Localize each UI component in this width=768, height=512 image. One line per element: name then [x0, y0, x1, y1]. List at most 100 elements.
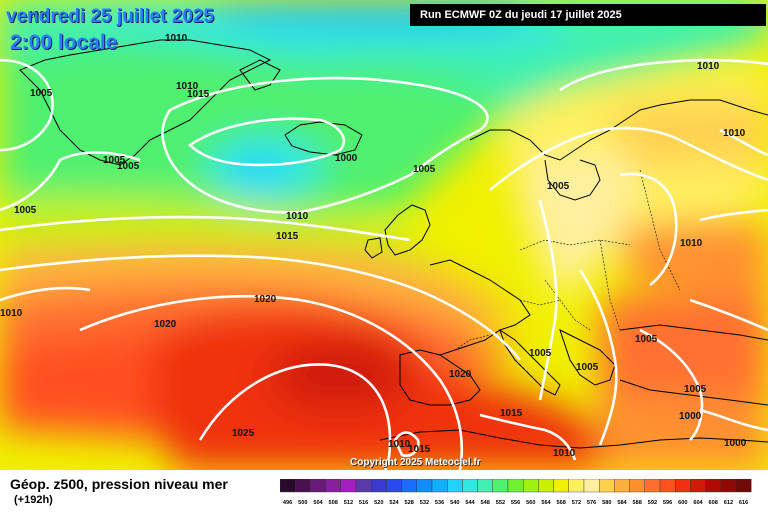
- legend-value-label: 584: [617, 500, 627, 506]
- isobar-label: 1005: [529, 348, 552, 359]
- isobars: [0, 58, 768, 470]
- legend-swatch: [675, 479, 691, 493]
- isobar-label: 1015: [500, 408, 523, 419]
- isobar-label: 1010: [176, 81, 199, 92]
- legend-value-label: 556: [511, 500, 520, 506]
- legend-value-label: 536: [435, 500, 444, 506]
- legend-value-label: 576: [587, 500, 596, 506]
- isobar-label: 1005: [14, 205, 37, 216]
- legend-value-label: 596: [663, 500, 672, 506]
- isobar-label: 1005: [547, 181, 570, 192]
- weather-map: 1010 1010 1005 1015 1010 1005 1005 1000 …: [0, 0, 768, 470]
- legend-swatch: [568, 479, 585, 493]
- legend-swatch: [492, 479, 509, 493]
- legend-swatch: [659, 479, 676, 493]
- legend-value-label: 592: [648, 500, 657, 506]
- isobar-label: 1020: [154, 319, 177, 330]
- isobar-label: 1005: [576, 362, 599, 373]
- legend-swatch: [720, 479, 737, 493]
- isobar-label: 1025: [232, 428, 255, 439]
- isobar-label: 1000: [335, 153, 358, 164]
- legend-value-label: 572: [572, 500, 581, 506]
- legend-value-label: 496: [283, 500, 292, 506]
- isobar-label: 1010: [553, 448, 576, 459]
- legend-value-label: 564: [541, 500, 551, 506]
- legend-swatch: [310, 479, 326, 493]
- legend-value-label: 604: [693, 500, 703, 506]
- isobar-label: 1005: [117, 161, 140, 172]
- forecast-date: vendredi 25 juillet 2025: [6, 6, 215, 27]
- legend-swatch: [431, 479, 448, 493]
- legend-swatch: [690, 479, 706, 493]
- legend-swatch: [416, 479, 433, 493]
- legend-value-label: 528: [405, 500, 414, 506]
- legend-value-label: 568: [557, 500, 566, 506]
- legend-swatch: [340, 479, 357, 493]
- legend-swatch: [735, 479, 752, 493]
- legend-value-label: 608: [709, 500, 718, 506]
- isobar-label: 1020: [254, 294, 277, 305]
- legend-value-label: 520: [374, 500, 383, 506]
- legend-value-label: 524: [389, 500, 399, 506]
- isobar-label: 1000: [679, 411, 702, 422]
- legend-swatch: [401, 479, 417, 493]
- legend-swatch: [355, 479, 372, 493]
- legend-swatch: [370, 479, 387, 493]
- legend-swatch: [507, 479, 524, 493]
- legend-swatch: [294, 479, 311, 493]
- isobar-label: 1005: [103, 155, 126, 166]
- isobar-label: 1005: [684, 384, 707, 395]
- legend-value-label: 504: [313, 500, 323, 506]
- country-borders: [454, 169, 681, 351]
- legend-value-label: 544: [465, 500, 475, 506]
- isobar-label: 1010: [388, 439, 411, 450]
- isobar-label: 1010: [723, 128, 746, 139]
- legend-value-label: 612: [724, 500, 733, 506]
- legend-value-label: 540: [450, 500, 459, 506]
- isobar-label: 1010: [28, 10, 51, 21]
- legend-swatch: [386, 479, 402, 493]
- isobar-label: 1010: [286, 211, 309, 222]
- legend-value-label: 560: [526, 500, 535, 506]
- legend-value-label: 508: [329, 500, 338, 506]
- isobar-label: 1015: [408, 444, 431, 455]
- legend-swatch: [446, 479, 463, 493]
- legend-swatch: [280, 479, 296, 493]
- isobar-label: 1010: [680, 238, 703, 249]
- legend-swatch: [522, 479, 539, 493]
- isobar-label: 1005: [413, 164, 436, 175]
- legend-value-label: 588: [633, 500, 642, 506]
- legend-swatch: [644, 479, 661, 493]
- isobar-label: 1015: [187, 89, 210, 100]
- legend-swatch: [325, 479, 341, 493]
- legend-value-label: 500: [298, 500, 307, 506]
- legend-swatch: [629, 479, 646, 493]
- legend-swatch: [599, 479, 615, 493]
- forecast-time: 2:00 locale: [10, 31, 118, 54]
- legend-swatch: [583, 479, 600, 493]
- legend-swatch: [477, 479, 494, 493]
- model-run-banner: Run ECMWF 0Z du jeudi 17 juillet 2025: [410, 4, 766, 26]
- legend-swatch: [614, 479, 630, 493]
- legend-value-label: 600: [678, 500, 687, 506]
- legend-value-label: 548: [481, 500, 490, 506]
- legend-swatch: [705, 479, 722, 493]
- lead-time: (+192h): [14, 494, 53, 506]
- legend-value-label: 552: [496, 500, 505, 506]
- legend-value-label: 512: [344, 500, 353, 506]
- legend-swatch: [462, 479, 478, 493]
- legend-value-label: 616: [739, 500, 748, 506]
- copyright: Copyright 2025 Meteociel.fr: [350, 457, 481, 468]
- isobar-label: 1010: [0, 308, 23, 319]
- legend-swatch: [553, 479, 570, 493]
- legend-value-label: 516: [359, 500, 368, 506]
- legend-swatch: [538, 479, 554, 493]
- isobar-label: 1000: [724, 438, 747, 449]
- isobar-label: 1020: [449, 369, 472, 380]
- isobar-label: 1005: [30, 88, 53, 99]
- isobar-label: 1010: [165, 33, 188, 44]
- legend-value-label: 532: [420, 500, 429, 506]
- parameter-title: Géop. z500, pression niveau mer: [10, 476, 228, 492]
- coastlines: [19, 39, 768, 449]
- isobar-label: 1015: [276, 231, 299, 242]
